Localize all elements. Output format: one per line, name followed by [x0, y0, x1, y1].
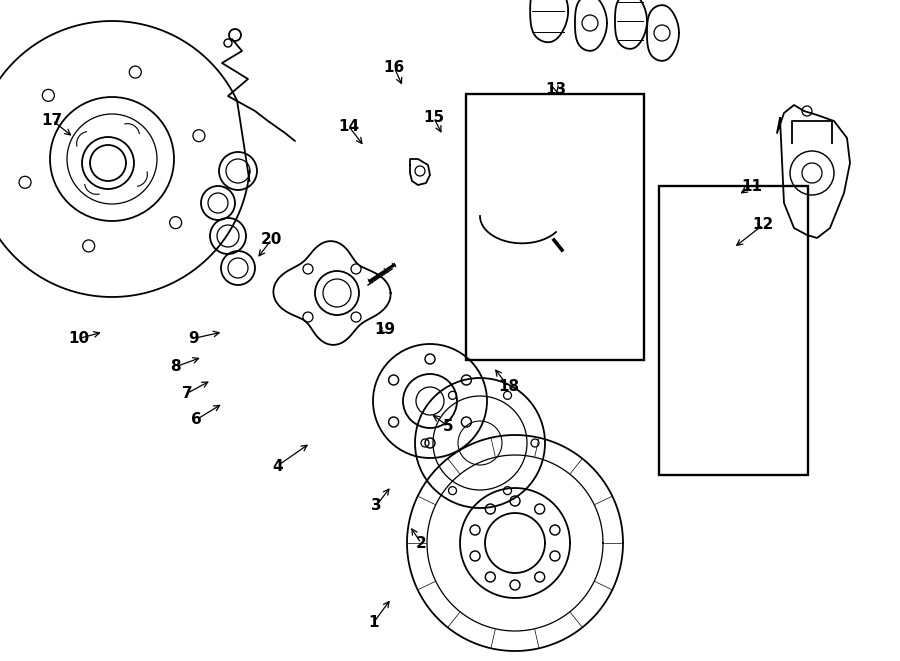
- Text: 12: 12: [752, 217, 774, 232]
- Text: 10: 10: [68, 331, 90, 346]
- Text: 18: 18: [498, 379, 519, 394]
- Text: 17: 17: [41, 113, 63, 128]
- Text: 19: 19: [374, 322, 396, 336]
- Bar: [466, 94, 644, 360]
- Text: 15: 15: [423, 110, 445, 125]
- Text: 14: 14: [338, 120, 360, 134]
- Bar: [659, 186, 808, 475]
- Text: 9: 9: [188, 331, 199, 346]
- Text: 16: 16: [383, 60, 405, 75]
- Text: 4: 4: [272, 459, 283, 473]
- Text: 7: 7: [182, 386, 193, 401]
- Text: 8: 8: [170, 360, 181, 374]
- Text: 13: 13: [545, 82, 567, 97]
- Text: 3: 3: [371, 498, 382, 513]
- Text: 11: 11: [741, 179, 762, 194]
- Text: 5: 5: [443, 419, 454, 434]
- Text: 2: 2: [416, 536, 427, 551]
- Text: 1: 1: [368, 615, 379, 630]
- Text: 20: 20: [261, 232, 283, 247]
- Text: 6: 6: [191, 412, 202, 427]
